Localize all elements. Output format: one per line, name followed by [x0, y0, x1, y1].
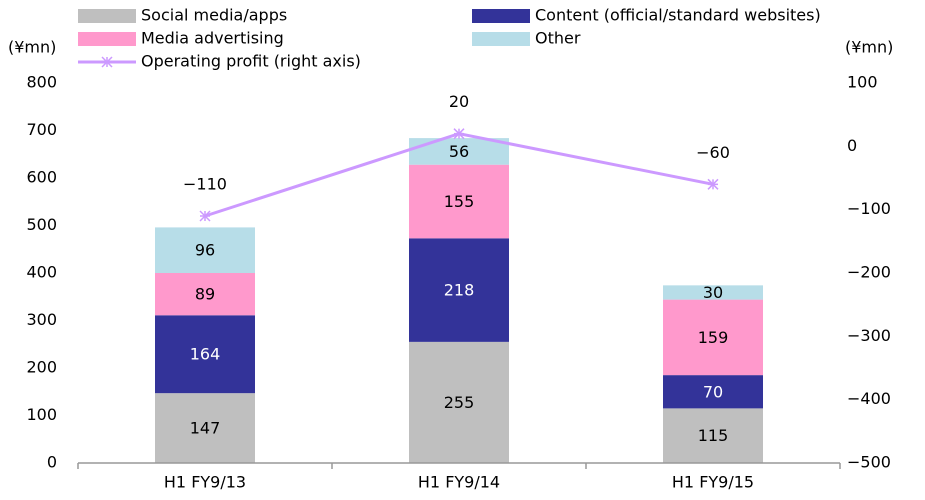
data-label: 115: [698, 426, 729, 445]
data-label: 30: [703, 283, 723, 302]
bar-segment: [663, 408, 763, 463]
y-tick-label: 300: [26, 310, 57, 329]
marker: [101, 56, 113, 68]
bar-segment: [663, 375, 763, 409]
marker: [707, 178, 719, 190]
bar-segment: [409, 138, 509, 165]
y2-tick-label: −500: [847, 453, 891, 472]
y2-axis-label: (¥mn): [845, 38, 893, 57]
marker-stroke: [707, 178, 719, 190]
data-label: 255: [444, 393, 475, 412]
y-tick-label: 500: [26, 215, 57, 234]
bar-segment: [155, 393, 255, 463]
y2-tick-label: 100: [847, 73, 878, 92]
legend-swatch: [78, 9, 136, 23]
bar-segment: [663, 285, 763, 300]
y-tick-label: 800: [26, 73, 57, 92]
legend-label: Social media/apps: [141, 6, 287, 25]
x-tick-label: H1 FY9/14: [418, 473, 500, 492]
bar-segment: [155, 315, 255, 394]
marker-stroke: [453, 128, 465, 140]
data-label: 70: [703, 382, 723, 401]
data-label: 147: [190, 419, 221, 438]
y2-tick-label: −100: [847, 199, 891, 218]
data-label: 159: [698, 328, 729, 347]
y-tick-label: 700: [26, 120, 57, 139]
y-tick-label: 400: [26, 263, 57, 282]
legend-swatch: [472, 9, 530, 23]
legend-label: Content (official/standard websites): [535, 6, 821, 25]
legend-label: Operating profit (right axis): [141, 52, 361, 71]
bar-segment: [155, 227, 255, 273]
data-label: 20: [449, 92, 469, 111]
bar-segment: [409, 341, 509, 463]
data-label: 218: [444, 281, 475, 300]
data-label: 96: [195, 241, 215, 260]
marker: [199, 210, 211, 222]
legend-label: Other: [535, 29, 581, 48]
y2-tick-label: 0: [847, 136, 857, 155]
marker: [453, 128, 465, 140]
bar-segment: [663, 299, 763, 376]
y2-tick-label: −300: [847, 326, 891, 345]
bar-segment: [155, 273, 255, 316]
y-tick-label: 100: [26, 405, 57, 424]
data-label: 89: [195, 285, 215, 304]
legend-label: Media advertising: [141, 29, 284, 48]
x-tick-label: H1 FY9/13: [164, 473, 246, 492]
data-label: 155: [444, 192, 475, 211]
y-tick-label: 600: [26, 168, 57, 187]
y2-tick-label: −200: [847, 263, 891, 282]
bar-segment: [409, 164, 509, 239]
y-tick-label: 200: [26, 358, 57, 377]
legend-swatch: [472, 32, 530, 46]
data-label: −60: [696, 143, 730, 162]
y2-tick-label: −400: [847, 389, 891, 408]
data-label: 56: [449, 142, 469, 161]
y-axis-label: (¥mn): [8, 38, 56, 57]
legend-swatch: [78, 32, 136, 46]
marker-stroke: [199, 210, 211, 222]
data-label: −110: [183, 175, 227, 194]
data-label: 164: [190, 345, 221, 364]
bar-segment: [409, 238, 509, 342]
y-tick-label: 0: [47, 453, 57, 472]
marker-stroke: [101, 56, 113, 68]
x-tick-label: H1 FY9/15: [672, 473, 754, 492]
